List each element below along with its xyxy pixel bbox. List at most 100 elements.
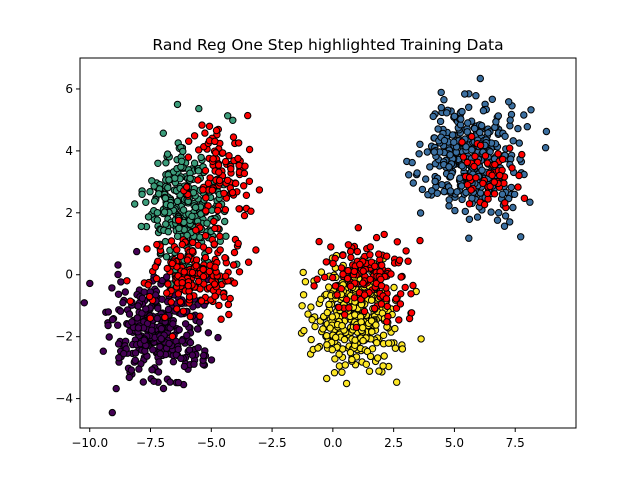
data-point (440, 187, 448, 196)
data-point (131, 356, 140, 364)
data-point (465, 234, 473, 242)
data-point (203, 219, 211, 227)
data-point (464, 119, 472, 127)
data-point (179, 206, 188, 214)
data-point (350, 294, 359, 302)
data-point (317, 268, 326, 276)
data-point (461, 90, 469, 98)
data-point (450, 138, 458, 146)
data-point (426, 163, 434, 171)
data-point (154, 159, 162, 168)
data-point (194, 167, 203, 175)
x-tick-label: 7.5 (506, 436, 525, 450)
data-point (480, 200, 489, 209)
data-point (492, 118, 500, 126)
data-point (458, 108, 466, 116)
data-point (377, 282, 386, 290)
x-tick-label: −5.0 (197, 436, 226, 450)
data-point (232, 179, 240, 188)
data-point (190, 159, 199, 167)
data-point (359, 267, 367, 275)
data-point (230, 279, 239, 287)
data-point (125, 373, 134, 382)
data-point (377, 300, 386, 308)
data-point (471, 152, 479, 161)
data-point (397, 290, 405, 298)
data-point (188, 351, 197, 359)
data-point (311, 322, 319, 331)
data-point (217, 315, 225, 323)
data-point (146, 188, 154, 196)
data-point (327, 243, 335, 251)
data-point (105, 333, 113, 341)
data-point (162, 253, 171, 261)
data-point (380, 230, 388, 239)
data-point (495, 209, 503, 217)
data-point (360, 307, 369, 316)
data-point (230, 248, 239, 257)
data-point (114, 270, 122, 279)
data-point (387, 270, 395, 278)
data-point (168, 332, 177, 341)
data-point (80, 299, 89, 307)
y-tick-label: 4 (65, 144, 73, 158)
data-point (116, 307, 125, 315)
data-point (150, 377, 158, 385)
data-point (165, 339, 173, 348)
data-point (204, 179, 213, 188)
data-point (145, 292, 154, 301)
x-tick-label: −10.0 (71, 436, 108, 450)
data-point (501, 132, 509, 141)
data-point (199, 186, 207, 194)
data-point (541, 144, 550, 152)
x-tick-label: 5.0 (445, 436, 464, 450)
data-point (152, 274, 161, 283)
data-point (377, 275, 385, 283)
data-point (468, 132, 476, 141)
data-point (465, 215, 474, 224)
data-point (463, 181, 472, 189)
y-tick-label: 6 (65, 82, 73, 96)
data-point (240, 211, 249, 220)
data-point (428, 187, 436, 195)
data-point (437, 88, 445, 97)
data-point (501, 212, 510, 220)
data-point (350, 267, 358, 276)
data-point (395, 256, 404, 264)
data-point (104, 308, 113, 316)
data-point (446, 151, 454, 159)
data-point (393, 378, 401, 386)
data-point (163, 273, 171, 281)
data-point (405, 171, 413, 179)
data-point (314, 344, 322, 352)
data-point (321, 273, 329, 281)
data-point (417, 335, 425, 343)
data-point (450, 112, 459, 121)
data-point (527, 106, 535, 114)
data-point (365, 367, 374, 375)
data-point (173, 197, 182, 206)
data-point (154, 368, 163, 376)
data-point (437, 103, 445, 112)
data-point (345, 304, 353, 312)
data-point (164, 305, 173, 314)
data-point (131, 200, 139, 208)
data-point (372, 321, 380, 329)
data-point (161, 313, 169, 321)
data-point (174, 345, 182, 353)
data-point (402, 247, 410, 255)
data-point (473, 213, 482, 221)
data-point (235, 205, 243, 213)
data-point (205, 267, 214, 276)
data-point (391, 324, 399, 333)
data-point (315, 237, 323, 246)
data-point (496, 171, 504, 180)
data-point (380, 352, 388, 360)
data-point (379, 362, 387, 370)
data-point (392, 295, 400, 303)
data-point (378, 261, 386, 269)
data-point (488, 171, 496, 180)
data-point (215, 301, 223, 310)
data-point (158, 295, 166, 303)
